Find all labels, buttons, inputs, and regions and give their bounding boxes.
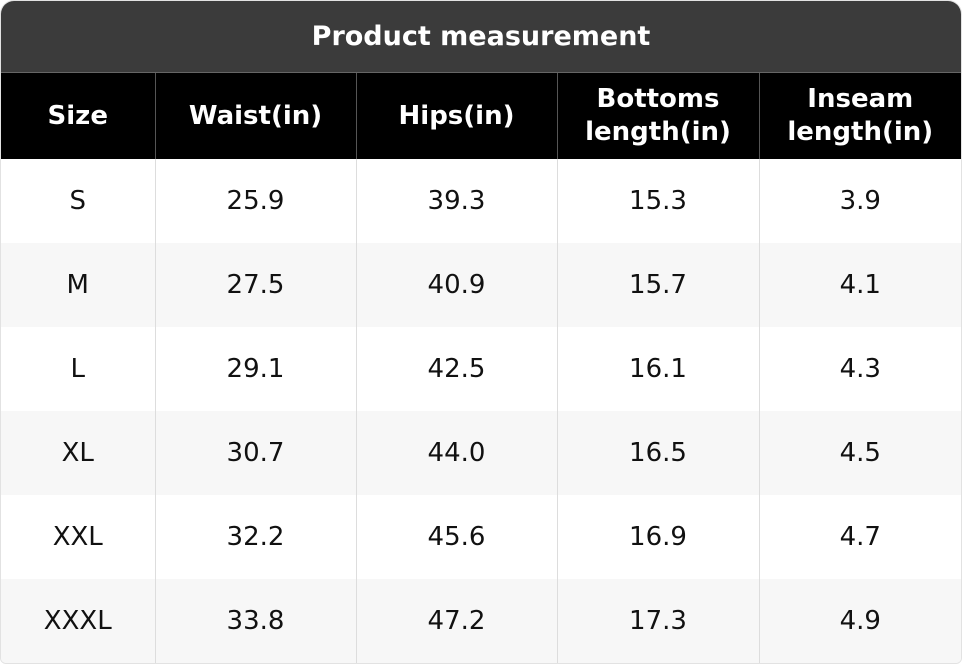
table-cell: 15.7 xyxy=(556,243,759,327)
table-cell: XXXL xyxy=(1,579,155,663)
table-cell: 44.0 xyxy=(355,411,557,495)
table-cell: 40.9 xyxy=(355,243,557,327)
table-cell: 4.1 xyxy=(758,243,961,327)
table-cell: XXL xyxy=(52,522,103,552)
table-cell: 4.5 xyxy=(758,411,961,495)
table-head: Size Waist(in) Hips(in) Bottoms length(in) I… xyxy=(1,73,961,159)
table-cell: 32.2 xyxy=(154,495,356,579)
table-cell: S xyxy=(69,186,86,216)
column-header: Bottoms length(in) xyxy=(556,73,759,159)
table-cell: 42.5 xyxy=(355,327,557,411)
header-row: Size Waist(in) Hips(in) Bottoms length(in) I… xyxy=(1,73,961,159)
table-cell: M xyxy=(1,243,155,327)
table-cell: 4.7 xyxy=(758,495,961,579)
table-cell: 15.3 xyxy=(556,159,759,243)
column-header: Waist(in) xyxy=(154,73,356,159)
table-cell: 47.2 xyxy=(355,579,557,663)
column-header: Hips(in) xyxy=(355,73,557,159)
table-cell: 16.5 xyxy=(556,411,759,495)
table-row: M 27.5 40.9 15.7 4.1 xyxy=(1,243,961,327)
table-cell: 17.3 xyxy=(556,579,759,663)
table-cell: 25.9 xyxy=(154,159,356,243)
size-table: Size Waist(in) Hips(in) Bottoms length(in) I… xyxy=(1,73,961,663)
table-cell: 30.7 xyxy=(154,411,356,495)
table-body: S 25.9 39.3 15.3 3.9 M 27.5 40.9 15.7 4.1 L 29.1 42.… xyxy=(1,159,961,663)
table-row: XL 30.7 44.0 16.5 4.5 xyxy=(1,411,961,495)
table-cell: 16.9 xyxy=(556,495,759,579)
table-cell: XL xyxy=(1,411,155,495)
table-cell: 29.1 xyxy=(154,327,356,411)
table-cell: 39.3 xyxy=(355,159,557,243)
table-row: XXXL 33.8 47.2 17.3 4.9 xyxy=(1,579,961,663)
table-cell: 27.5 xyxy=(154,243,356,327)
table-row: L 29.1 42.5 16.1 4.3 xyxy=(1,327,961,411)
table-cell: 16.1 xyxy=(556,327,759,411)
table-cell: 4.3 xyxy=(758,327,961,411)
table-cell: 3.9 xyxy=(758,159,961,243)
column-header: Size xyxy=(1,73,155,159)
column-header: Inseam length(in) xyxy=(758,73,961,159)
table-row: S 25.9 39.3 15.3 3.9 xyxy=(1,159,961,243)
table-cell: 33.8 xyxy=(154,579,356,663)
table-cell: 45.6 xyxy=(355,495,557,579)
table-title: Product measurement xyxy=(1,1,961,73)
table-cell: L xyxy=(70,354,86,384)
table-row: XXL 32.2 45.6 16.9 4.7 xyxy=(1,495,961,579)
table-cell: 4.9 xyxy=(758,579,961,663)
